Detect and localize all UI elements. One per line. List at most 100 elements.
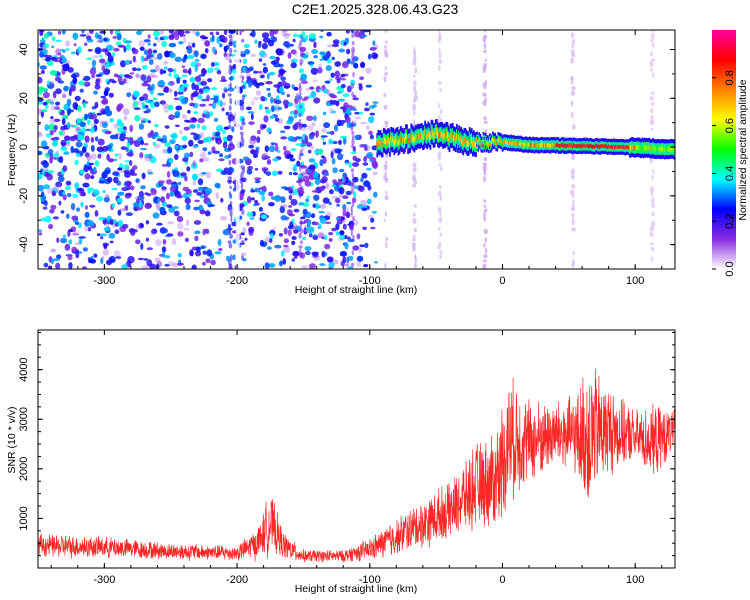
spectrogram-cell (45, 169, 49, 172)
spectrogram-cell (314, 149, 319, 155)
spectrogram-streak-cell (228, 68, 233, 75)
spectrogram-cell (55, 48, 61, 56)
spectrogram-cell (353, 62, 359, 69)
spectrogram-streak-cell (649, 225, 655, 232)
spectrogram-cell (216, 36, 220, 44)
spectrogram-cell (346, 85, 352, 93)
spectrogram-cell (163, 86, 170, 93)
spectrogram-cell (51, 45, 55, 49)
spectrogram-streak-cell (228, 111, 233, 117)
signal-core (429, 134, 432, 141)
spectrogram-cell (55, 181, 63, 188)
spectrogram-cell (139, 117, 146, 122)
spectrogram-cell (140, 185, 146, 190)
spectrogram-cell (91, 59, 97, 67)
signal-core (568, 143, 571, 148)
spectrogram-cell (95, 79, 100, 86)
spectrogram-cell (75, 153, 81, 157)
spectrogram-cell (84, 81, 89, 88)
spectrogram-streak-cell (299, 164, 302, 172)
spectrogram-cell (200, 38, 206, 42)
spectrogram-cell (211, 34, 215, 42)
spectrogram-cell (291, 236, 297, 240)
spectrogram-streak-cell (413, 262, 417, 269)
spectrogram-cell (324, 80, 331, 84)
spectrogram-cell (344, 242, 349, 250)
spectrogram-cell (225, 111, 230, 116)
spectrogram-cell (103, 89, 109, 97)
spectrogram-cell (192, 178, 197, 186)
spectrogram-cell (321, 250, 326, 258)
spectrogram-cell (144, 153, 149, 159)
spectrogram-streak-cell (438, 114, 441, 119)
spectrogram-streak-cell (413, 110, 416, 116)
spectrogram-streak-cell (483, 175, 486, 183)
spectrogram-cell (245, 106, 252, 111)
spectrogram-cell (42, 43, 50, 49)
spectrogram-cell (199, 209, 206, 215)
spectrogram-cell (223, 30, 228, 35)
spectrogram-streak-cell (349, 227, 355, 232)
spectrogram-cell (360, 199, 367, 207)
spectrogram-cell (259, 239, 265, 247)
spectrogram-cell (280, 136, 288, 140)
spectrogram-cell (108, 78, 115, 83)
spectrogram-cell (90, 144, 95, 152)
signal-core (595, 143, 597, 148)
spectrogram-cell (163, 228, 168, 234)
spectrogram-cell (342, 105, 347, 112)
spectrogram-cell (307, 149, 312, 154)
spectrogram-cell (368, 116, 375, 124)
spectrogram-cell (155, 202, 161, 209)
spectrogram-cell (258, 190, 266, 196)
spectrogram-streak-cell (438, 103, 441, 109)
spectrogram-cell (52, 152, 60, 158)
spectrogram-cell (304, 135, 309, 143)
spectrogram-cell (145, 220, 149, 225)
spectrogram-cell (168, 30, 174, 34)
spectrogram-cell (340, 78, 347, 81)
signal-core (481, 143, 484, 147)
spectrogram-cell (137, 99, 144, 106)
signal-core (573, 143, 576, 148)
spectrogram-cell (118, 152, 122, 160)
spectrogram-streak-cell (651, 202, 655, 209)
spectrogram-streak-cell (483, 216, 486, 222)
spectrogram-streak-cell (352, 235, 355, 241)
spectrogram-streak-cell (438, 226, 441, 231)
snr-line (38, 368, 675, 563)
spectrogram-cell (373, 191, 378, 198)
spectrogram-streak-cell (571, 227, 576, 232)
spectrogram-cell (159, 68, 164, 75)
signal-core (490, 142, 492, 147)
signal-core (648, 145, 650, 151)
spectrogram-streak-cell (570, 32, 575, 38)
spectrogram-cell (195, 62, 202, 67)
signal-core (642, 146, 645, 151)
spectrogram-cell (323, 234, 328, 241)
spectrogram-cell (187, 109, 191, 114)
spectrogram-cell (72, 77, 78, 85)
spectrogram-cell (102, 121, 108, 129)
spectrogram-cell (38, 130, 42, 136)
signal-core (415, 134, 418, 141)
signal-core (478, 138, 481, 142)
spectrogram-cell (312, 235, 319, 241)
spectrogram-cell (78, 222, 82, 229)
spectrogram-cell (200, 53, 207, 59)
signal-core (552, 142, 555, 147)
spectrogram-cell (161, 246, 167, 253)
signal-core (436, 131, 439, 138)
spectrogram-cell (275, 95, 280, 100)
spectrogram-cell (46, 60, 54, 66)
spectrogram-streak-cell (414, 204, 417, 208)
spectrogram-cell (308, 263, 316, 269)
spectrogram-streak-cell (241, 167, 246, 174)
spectrogram-streak-cell (241, 76, 245, 81)
spectrogram-cell (144, 202, 152, 209)
spectrogram-cell (322, 156, 327, 164)
spectrogram-cell (162, 70, 167, 74)
spectrogram-cell (71, 246, 78, 252)
spectrogram-cell (319, 58, 324, 61)
spectrogram-cell (96, 112, 102, 116)
